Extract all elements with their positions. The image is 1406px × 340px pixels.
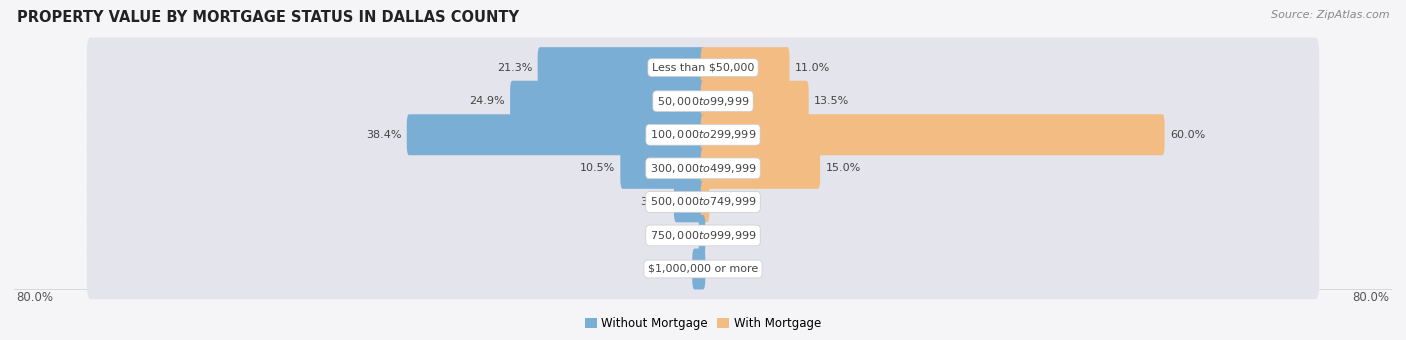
FancyBboxPatch shape bbox=[406, 114, 706, 155]
Text: 0.0%: 0.0% bbox=[710, 231, 740, 240]
Text: 38.4%: 38.4% bbox=[366, 130, 401, 140]
Text: 80.0%: 80.0% bbox=[17, 291, 53, 304]
Text: Less than $50,000: Less than $50,000 bbox=[652, 63, 754, 73]
FancyBboxPatch shape bbox=[692, 249, 706, 289]
FancyBboxPatch shape bbox=[87, 205, 1319, 266]
FancyBboxPatch shape bbox=[537, 47, 706, 88]
Text: 0.0%: 0.0% bbox=[710, 264, 740, 274]
FancyBboxPatch shape bbox=[673, 182, 706, 222]
FancyBboxPatch shape bbox=[510, 81, 706, 122]
Text: 3.5%: 3.5% bbox=[640, 197, 669, 207]
Text: 0.26%: 0.26% bbox=[658, 231, 693, 240]
Text: $300,000 to $499,999: $300,000 to $499,999 bbox=[650, 162, 756, 175]
Text: $100,000 to $299,999: $100,000 to $299,999 bbox=[650, 128, 756, 141]
Text: 1.1%: 1.1% bbox=[658, 264, 688, 274]
Text: $50,000 to $99,999: $50,000 to $99,999 bbox=[657, 95, 749, 108]
Legend: Without Mortgage, With Mortgage: Without Mortgage, With Mortgage bbox=[581, 312, 825, 335]
Text: 24.9%: 24.9% bbox=[470, 96, 505, 106]
FancyBboxPatch shape bbox=[700, 81, 808, 122]
FancyBboxPatch shape bbox=[87, 138, 1319, 199]
Text: Source: ZipAtlas.com: Source: ZipAtlas.com bbox=[1271, 10, 1389, 20]
Text: $500,000 to $749,999: $500,000 to $749,999 bbox=[650, 195, 756, 208]
Text: $750,000 to $999,999: $750,000 to $999,999 bbox=[650, 229, 756, 242]
FancyBboxPatch shape bbox=[700, 148, 820, 189]
FancyBboxPatch shape bbox=[87, 105, 1319, 165]
FancyBboxPatch shape bbox=[700, 47, 790, 88]
Text: 21.3%: 21.3% bbox=[496, 63, 533, 73]
Text: PROPERTY VALUE BY MORTGAGE STATUS IN DALLAS COUNTY: PROPERTY VALUE BY MORTGAGE STATUS IN DAL… bbox=[17, 10, 519, 25]
Text: 0.53%: 0.53% bbox=[714, 197, 749, 207]
FancyBboxPatch shape bbox=[87, 239, 1319, 299]
Text: $1,000,000 or more: $1,000,000 or more bbox=[648, 264, 758, 274]
Text: 11.0%: 11.0% bbox=[794, 63, 830, 73]
FancyBboxPatch shape bbox=[87, 37, 1319, 98]
FancyBboxPatch shape bbox=[699, 215, 706, 256]
FancyBboxPatch shape bbox=[700, 182, 710, 222]
Text: 13.5%: 13.5% bbox=[814, 96, 849, 106]
Text: 15.0%: 15.0% bbox=[825, 163, 860, 173]
Text: 80.0%: 80.0% bbox=[1353, 291, 1389, 304]
Text: 10.5%: 10.5% bbox=[579, 163, 614, 173]
FancyBboxPatch shape bbox=[87, 172, 1319, 232]
FancyBboxPatch shape bbox=[87, 71, 1319, 131]
FancyBboxPatch shape bbox=[700, 114, 1164, 155]
FancyBboxPatch shape bbox=[620, 148, 706, 189]
Text: 60.0%: 60.0% bbox=[1170, 130, 1205, 140]
